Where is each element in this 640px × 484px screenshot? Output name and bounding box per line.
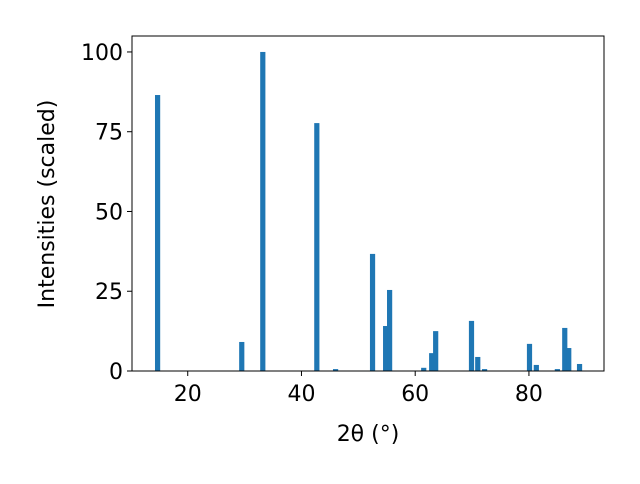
y-tick-label: 75 bbox=[95, 121, 123, 146]
y-axis-label: Intensities (scaled) bbox=[35, 100, 60, 309]
y-tick-label: 0 bbox=[109, 360, 123, 385]
bar bbox=[260, 51, 266, 371]
x-axis-label: 2θ (°) bbox=[337, 422, 400, 447]
bar bbox=[533, 364, 539, 371]
bar bbox=[429, 353, 435, 371]
bar bbox=[554, 369, 560, 371]
x-tick-label: 40 bbox=[287, 382, 315, 407]
bar bbox=[475, 356, 481, 371]
y-tick-label: 50 bbox=[95, 200, 123, 225]
bar bbox=[526, 343, 533, 371]
bar bbox=[562, 327, 568, 371]
bar bbox=[468, 320, 475, 371]
bar bbox=[239, 341, 245, 371]
x-tick-label: 60 bbox=[401, 382, 429, 407]
bar bbox=[383, 326, 389, 371]
bar bbox=[566, 348, 572, 371]
bar bbox=[369, 253, 376, 371]
bar bbox=[387, 289, 393, 371]
x-tick-label: 20 bbox=[174, 382, 202, 407]
bar bbox=[433, 331, 439, 371]
bar bbox=[421, 367, 427, 371]
bar bbox=[481, 369, 488, 371]
y-tick-label: 100 bbox=[81, 41, 123, 66]
bar bbox=[314, 123, 320, 371]
bar bbox=[576, 363, 583, 371]
x-tick-label: 80 bbox=[515, 382, 543, 407]
y-tick-label: 25 bbox=[95, 280, 123, 305]
bar bbox=[332, 369, 339, 371]
plot-frame bbox=[131, 35, 605, 372]
bar bbox=[154, 95, 161, 372]
